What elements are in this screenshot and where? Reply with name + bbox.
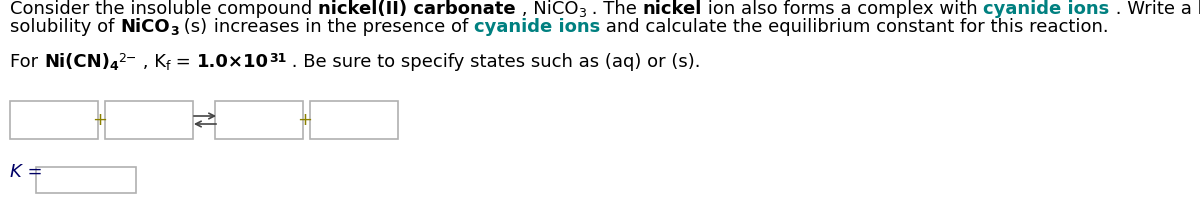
Text: . Be sure to specify states such as (aq) or (s).: . Be sure to specify states such as (aq)…	[287, 53, 701, 71]
Text: nickel(II) carbonate: nickel(II) carbonate	[318, 0, 516, 18]
Text: (s): (s)	[179, 18, 208, 36]
Text: Consider the insoluble compound: Consider the insoluble compound	[10, 0, 318, 18]
Text: and calculate the equilibrium constant for this reaction.: and calculate the equilibrium constant f…	[600, 18, 1109, 36]
Text: Ni(CN): Ni(CN)	[44, 53, 109, 71]
Text: f: f	[166, 60, 170, 73]
Text: . Write a balanced net ionic equation to show why the: . Write a balanced net ionic equation to…	[1110, 0, 1200, 18]
Text: 31: 31	[269, 52, 287, 65]
Text: +: +	[298, 111, 312, 129]
Text: =: =	[170, 53, 197, 71]
Text: NiCO: NiCO	[120, 18, 169, 36]
Text: increases in the presence of: increases in the presence of	[208, 18, 474, 36]
Bar	[36, 167, 136, 193]
Text: . The: . The	[586, 0, 643, 18]
Text: nickel: nickel	[643, 0, 702, 18]
Text: 3: 3	[578, 7, 586, 20]
Text: 3: 3	[169, 25, 179, 38]
Bar	[215, 101, 302, 139]
Text: For: For	[10, 53, 44, 71]
Bar	[310, 101, 398, 139]
Text: ion also forms a complex with: ion also forms a complex with	[702, 0, 983, 18]
Bar	[106, 101, 193, 139]
Bar	[10, 101, 98, 139]
Text: K =: K =	[10, 163, 43, 181]
Text: cyanide ions: cyanide ions	[983, 0, 1110, 18]
Text: , NiCO: , NiCO	[516, 0, 578, 18]
Text: 4: 4	[109, 60, 119, 73]
Text: 1.0×10: 1.0×10	[197, 53, 269, 71]
Text: cyanide ions: cyanide ions	[474, 18, 600, 36]
Text: +: +	[92, 111, 108, 129]
Text: solubility of: solubility of	[10, 18, 120, 36]
Text: , K: , K	[137, 53, 166, 71]
Text: 2−: 2−	[119, 52, 137, 65]
